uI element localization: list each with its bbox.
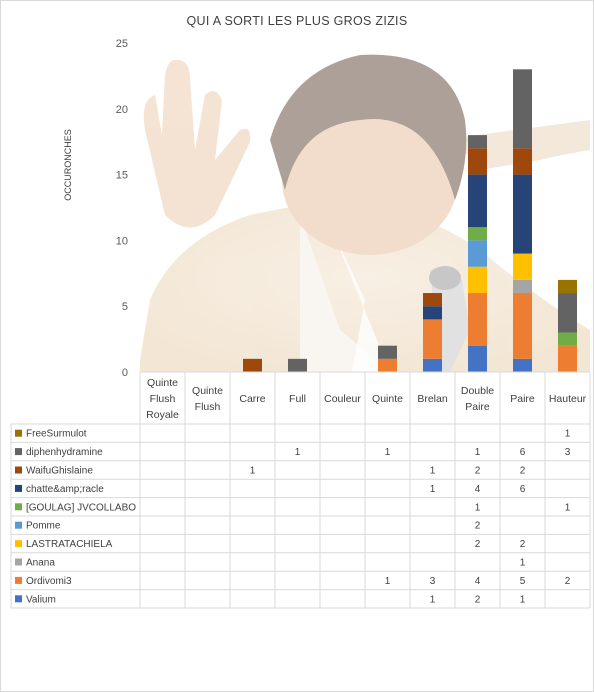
data-table-value: 1 — [385, 576, 391, 587]
bar-segment — [468, 148, 487, 175]
bar-segment — [468, 293, 487, 346]
y-tick-label: 0 — [122, 367, 128, 379]
series-name: [GOULAG] JVCOLLABO — [26, 502, 136, 513]
y-tick-label: 10 — [116, 235, 128, 247]
data-table-value: 1 — [430, 594, 436, 605]
category-label: Royale — [146, 409, 179, 421]
bar-segment — [378, 358, 397, 372]
category-label: Full — [289, 393, 306, 405]
data-table-value: 5 — [520, 576, 526, 587]
category-label: Quinte — [192, 385, 223, 397]
bar-segment — [558, 279, 577, 294]
bar-segment — [468, 135, 487, 149]
chart-title: QUI A SORTI LES PLUS GROS ZIZIS — [186, 14, 408, 28]
bar-segment — [468, 345, 487, 372]
series-name: WaifuGhislaine — [26, 466, 93, 477]
category-label: Quinte — [147, 377, 178, 389]
bar-segment — [513, 174, 532, 254]
legend-key — [15, 484, 22, 492]
bar-segment — [558, 345, 577, 372]
data-table-value: 1 — [430, 466, 436, 477]
data-table-value: 3 — [565, 447, 571, 458]
data-table-value: 2 — [520, 466, 526, 477]
y-tick-label: 25 — [116, 38, 128, 50]
bar-segment — [513, 69, 532, 149]
data-table-value: 4 — [475, 484, 481, 495]
bar-segment — [558, 293, 577, 333]
data-table-value: 1 — [520, 594, 526, 605]
category-label: Flush — [150, 393, 176, 405]
bar-segment — [468, 240, 487, 267]
series-name: Valium — [26, 594, 56, 605]
bar-segment — [423, 293, 442, 307]
category-label: Brelan — [417, 393, 448, 405]
series-name: Pomme — [26, 521, 61, 532]
bar-segment — [513, 293, 532, 359]
data-table-value: 1 — [430, 484, 436, 495]
category-label: Paire — [510, 393, 535, 405]
legend-key — [15, 558, 22, 566]
data-table-value: 1 — [565, 429, 571, 440]
category-label: Paire — [465, 401, 490, 413]
data-table-value: 1 — [475, 502, 481, 513]
series-name: diphenhydramine — [26, 447, 103, 458]
data-table-value: 2 — [475, 594, 481, 605]
category-label: Double — [461, 385, 494, 397]
series-name: Ordivomi3 — [26, 576, 72, 587]
legend-key — [15, 595, 22, 603]
series-name: FreeSurmulot — [26, 429, 87, 440]
legend-key — [15, 576, 22, 584]
category-label: Flush — [195, 401, 221, 413]
bar-segment — [513, 148, 532, 175]
data-table-value: 2 — [565, 576, 571, 587]
data-table-value: 2 — [475, 466, 481, 477]
category-label: Quinte — [372, 393, 403, 405]
bar-segment — [423, 319, 442, 359]
legend-key — [15, 503, 22, 511]
data-table-value: 1 — [520, 558, 526, 569]
data-table-value: 1 — [250, 466, 256, 477]
bar-segment — [513, 253, 532, 280]
y-tick-label: 15 — [116, 170, 128, 182]
bar-segment — [513, 358, 532, 372]
bar-segment — [423, 306, 442, 320]
series-name: chatte&amp;racle — [26, 484, 104, 495]
data-table-value: 6 — [520, 484, 526, 495]
data-table-value: 3 — [430, 576, 436, 587]
data-table-value: 1 — [565, 502, 571, 513]
bar-segment — [423, 358, 442, 372]
bar-segment — [288, 358, 307, 372]
bar-segment — [468, 266, 487, 294]
series-name: LASTRATACHIELA — [26, 539, 113, 550]
y-tick-label: 20 — [116, 104, 128, 116]
data-table-value: 6 — [520, 447, 526, 458]
bar-segment — [243, 358, 262, 372]
category-label: Hauteur — [549, 393, 587, 405]
legend-key — [15, 466, 22, 474]
data-table-value: 1 — [475, 447, 481, 458]
legend-key — [15, 521, 22, 529]
data-table-value: 1 — [385, 447, 391, 458]
y-tick-label: 5 — [122, 301, 128, 313]
bar-segment — [378, 345, 397, 359]
legend-key — [15, 429, 22, 437]
bar-segment — [513, 279, 532, 294]
category-label: Carre — [239, 393, 265, 405]
series-name: Anana — [26, 558, 55, 569]
bar-segment — [558, 332, 577, 346]
data-table-value: 2 — [475, 539, 481, 550]
data-table-value: 4 — [475, 576, 481, 587]
data-table-value: 2 — [520, 539, 526, 550]
bar-segment — [468, 174, 487, 228]
legend-key — [15, 448, 22, 456]
data-table-value: 2 — [475, 521, 481, 532]
legend-key — [15, 540, 22, 548]
bar-segment — [468, 227, 487, 241]
category-label: Couleur — [324, 393, 361, 405]
data-table-value: 1 — [295, 447, 301, 458]
